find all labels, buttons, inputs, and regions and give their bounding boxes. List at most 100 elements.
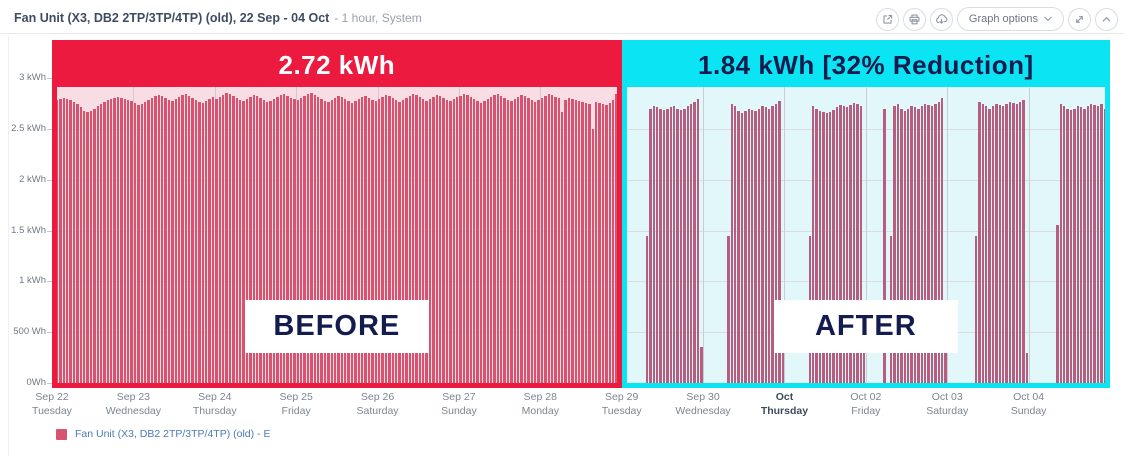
energy-bar[interactable]	[822, 111, 825, 383]
energy-bar[interactable]	[984, 106, 988, 383]
energy-bar[interactable]	[1056, 225, 1059, 383]
energy-bar[interactable]	[113, 98, 116, 383]
energy-bar[interactable]	[1018, 102, 1022, 383]
energy-bar[interactable]	[476, 101, 479, 383]
energy-bar[interactable]	[666, 108, 669, 383]
energy-bar[interactable]	[361, 97, 364, 383]
energy-bar[interactable]	[82, 110, 86, 383]
energy-bar[interactable]	[439, 96, 442, 383]
energy-bar[interactable]	[649, 108, 652, 383]
energy-bar[interactable]	[856, 104, 859, 383]
energy-bar[interactable]	[839, 105, 842, 383]
energy-bar[interactable]	[157, 95, 160, 383]
energy-bar[interactable]	[391, 98, 394, 383]
energy-bar[interactable]	[1066, 108, 1069, 383]
share-button[interactable]	[875, 7, 899, 31]
energy-bar[interactable]	[781, 347, 784, 383]
energy-bar[interactable]	[812, 106, 815, 383]
energy-bar[interactable]	[734, 106, 737, 383]
energy-bar[interactable]	[357, 99, 361, 383]
energy-bar[interactable]	[662, 109, 666, 383]
energy-bar[interactable]	[103, 102, 106, 383]
energy-bar[interactable]	[595, 102, 598, 383]
energy-bar[interactable]	[252, 95, 255, 383]
energy-bar[interactable]	[347, 101, 350, 383]
energy-bar[interactable]	[527, 98, 530, 383]
energy-bar[interactable]	[506, 100, 510, 383]
energy-bar[interactable]	[194, 100, 198, 383]
energy-bar[interactable]	[700, 347, 703, 383]
energy-bar[interactable]	[900, 108, 903, 383]
energy-bar[interactable]	[333, 98, 337, 383]
energy-bar[interactable]	[435, 95, 439, 383]
energy-bar[interactable]	[656, 107, 659, 383]
energy-bar[interactable]	[913, 107, 917, 383]
energy-bar[interactable]	[920, 106, 923, 383]
download-button[interactable]	[929, 7, 953, 31]
energy-bar[interactable]	[730, 104, 734, 383]
energy-bar[interactable]	[659, 108, 662, 383]
energy-bar[interactable]	[611, 100, 615, 383]
energy-bar[interactable]	[998, 105, 1001, 383]
energy-bar[interactable]	[184, 94, 188, 383]
energy-bar[interactable]	[425, 101, 428, 383]
energy-bar[interactable]	[1069, 109, 1073, 383]
energy-bar[interactable]	[1093, 105, 1096, 383]
energy-bar[interactable]	[266, 102, 269, 383]
energy-bar[interactable]	[384, 95, 388, 383]
energy-bar[interactable]	[1103, 108, 1107, 383]
energy-bar[interactable]	[269, 101, 272, 383]
energy-bar[interactable]	[354, 101, 357, 383]
energy-bar[interactable]	[374, 101, 377, 383]
energy-bar[interactable]	[381, 97, 384, 383]
energy-bar[interactable]	[923, 104, 927, 383]
energy-bar[interactable]	[832, 109, 835, 383]
graph-options-button[interactable]: Graph options	[956, 7, 1064, 31]
energy-bar[interactable]	[669, 107, 672, 383]
energy-bar[interactable]	[144, 102, 147, 383]
energy-bar[interactable]	[201, 103, 205, 383]
energy-bar[interactable]	[462, 94, 466, 383]
energy-bar[interactable]	[845, 107, 849, 383]
energy-bar[interactable]	[310, 93, 313, 383]
energy-bar[interactable]	[591, 128, 594, 383]
energy-bar[interactable]	[774, 104, 778, 383]
energy-bar[interactable]	[79, 107, 82, 383]
energy-bar[interactable]	[581, 102, 584, 383]
energy-bar[interactable]	[1022, 100, 1025, 383]
energy-bar[interactable]	[449, 101, 452, 383]
energy-bar[interactable]	[459, 96, 462, 383]
energy-bar[interactable]	[828, 111, 832, 383]
energy-bar[interactable]	[493, 95, 496, 383]
energy-bar[interactable]	[418, 97, 422, 383]
energy-bar[interactable]	[927, 105, 930, 383]
energy-bar[interactable]	[771, 106, 774, 383]
energy-bar[interactable]	[588, 104, 591, 383]
energy-bar[interactable]	[327, 102, 330, 383]
energy-bar[interactable]	[259, 98, 262, 383]
energy-bar[interactable]	[279, 95, 283, 383]
energy-bar[interactable]	[181, 95, 184, 383]
energy-bar[interactable]	[584, 103, 588, 383]
energy-bar[interactable]	[778, 101, 781, 383]
energy-bar[interactable]	[313, 95, 316, 383]
energy-bar[interactable]	[306, 94, 310, 383]
energy-bar[interactable]	[147, 100, 150, 383]
energy-bar[interactable]	[235, 98, 238, 383]
energy-bar[interactable]	[859, 106, 862, 383]
energy-bar[interactable]	[554, 97, 557, 383]
energy-bar[interactable]	[1100, 104, 1103, 383]
energy-bar[interactable]	[249, 97, 252, 383]
energy-bar[interactable]	[171, 101, 174, 383]
energy-bar[interactable]	[286, 96, 289, 383]
energy-bar[interactable]	[330, 100, 333, 383]
energy-bar[interactable]	[340, 97, 344, 383]
energy-bar[interactable]	[303, 96, 306, 383]
energy-bar[interactable]	[222, 95, 225, 383]
energy-bar[interactable]	[255, 96, 259, 383]
print-button[interactable]	[902, 7, 926, 31]
energy-bar[interactable]	[740, 112, 744, 383]
energy-bar[interactable]	[744, 110, 747, 383]
energy-bar[interactable]	[377, 99, 381, 383]
energy-bar[interactable]	[1076, 106, 1079, 383]
